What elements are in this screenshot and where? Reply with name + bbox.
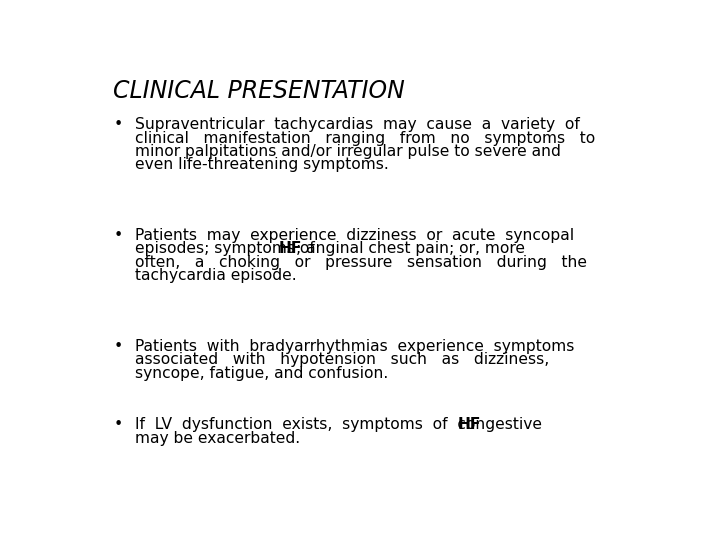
Text: may be exacerbated.: may be exacerbated. <box>135 431 300 446</box>
Text: associated   with   hypotension   such   as   dizziness,: associated with hypotension such as dizz… <box>135 352 549 367</box>
Text: Patients  with  bradyarrhythmias  experience  symptoms: Patients with bradyarrhythmias experienc… <box>135 339 575 354</box>
Text: even life-threatening symptoms.: even life-threatening symptoms. <box>135 157 389 172</box>
Text: •: • <box>113 228 122 243</box>
Text: HF: HF <box>278 241 302 256</box>
Text: •: • <box>113 117 122 132</box>
Text: If  LV  dysfunction  exists,  symptoms  of  congestive: If LV dysfunction exists, symptoms of co… <box>135 417 552 433</box>
Text: ; anginal chest pain; or, more: ; anginal chest pain; or, more <box>296 241 526 256</box>
Text: tachycardia episode.: tachycardia episode. <box>135 268 297 283</box>
Text: syncope, fatigue, and confusion.: syncope, fatigue, and confusion. <box>135 366 388 381</box>
Text: Patients  may  experience  dizziness  or  acute  syncopal: Patients may experience dizziness or acu… <box>135 228 574 243</box>
Text: episodes; symptoms of: episodes; symptoms of <box>135 241 320 256</box>
Text: Supraventricular  tachycardias  may  cause  a  variety  of: Supraventricular tachycardias may cause … <box>135 117 580 132</box>
Text: clinical   manifestation   ranging   from   no   symptoms   to: clinical manifestation ranging from no s… <box>135 131 595 145</box>
Text: •: • <box>113 339 122 354</box>
Text: minor palpitations and/or irregular pulse to severe and: minor palpitations and/or irregular puls… <box>135 144 561 159</box>
Text: HF: HF <box>458 417 481 433</box>
Text: •: • <box>113 417 122 433</box>
Text: CLINICAL PRESENTATION: CLINICAL PRESENTATION <box>113 79 405 103</box>
Text: often,   a   choking   or   pressure   sensation   during   the: often, a choking or pressure sensation d… <box>135 255 587 270</box>
